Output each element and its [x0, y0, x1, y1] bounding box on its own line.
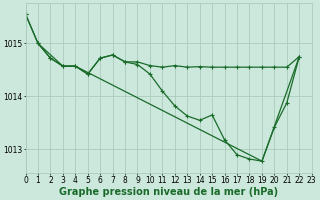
X-axis label: Graphe pression niveau de la mer (hPa): Graphe pression niveau de la mer (hPa) — [59, 187, 278, 197]
